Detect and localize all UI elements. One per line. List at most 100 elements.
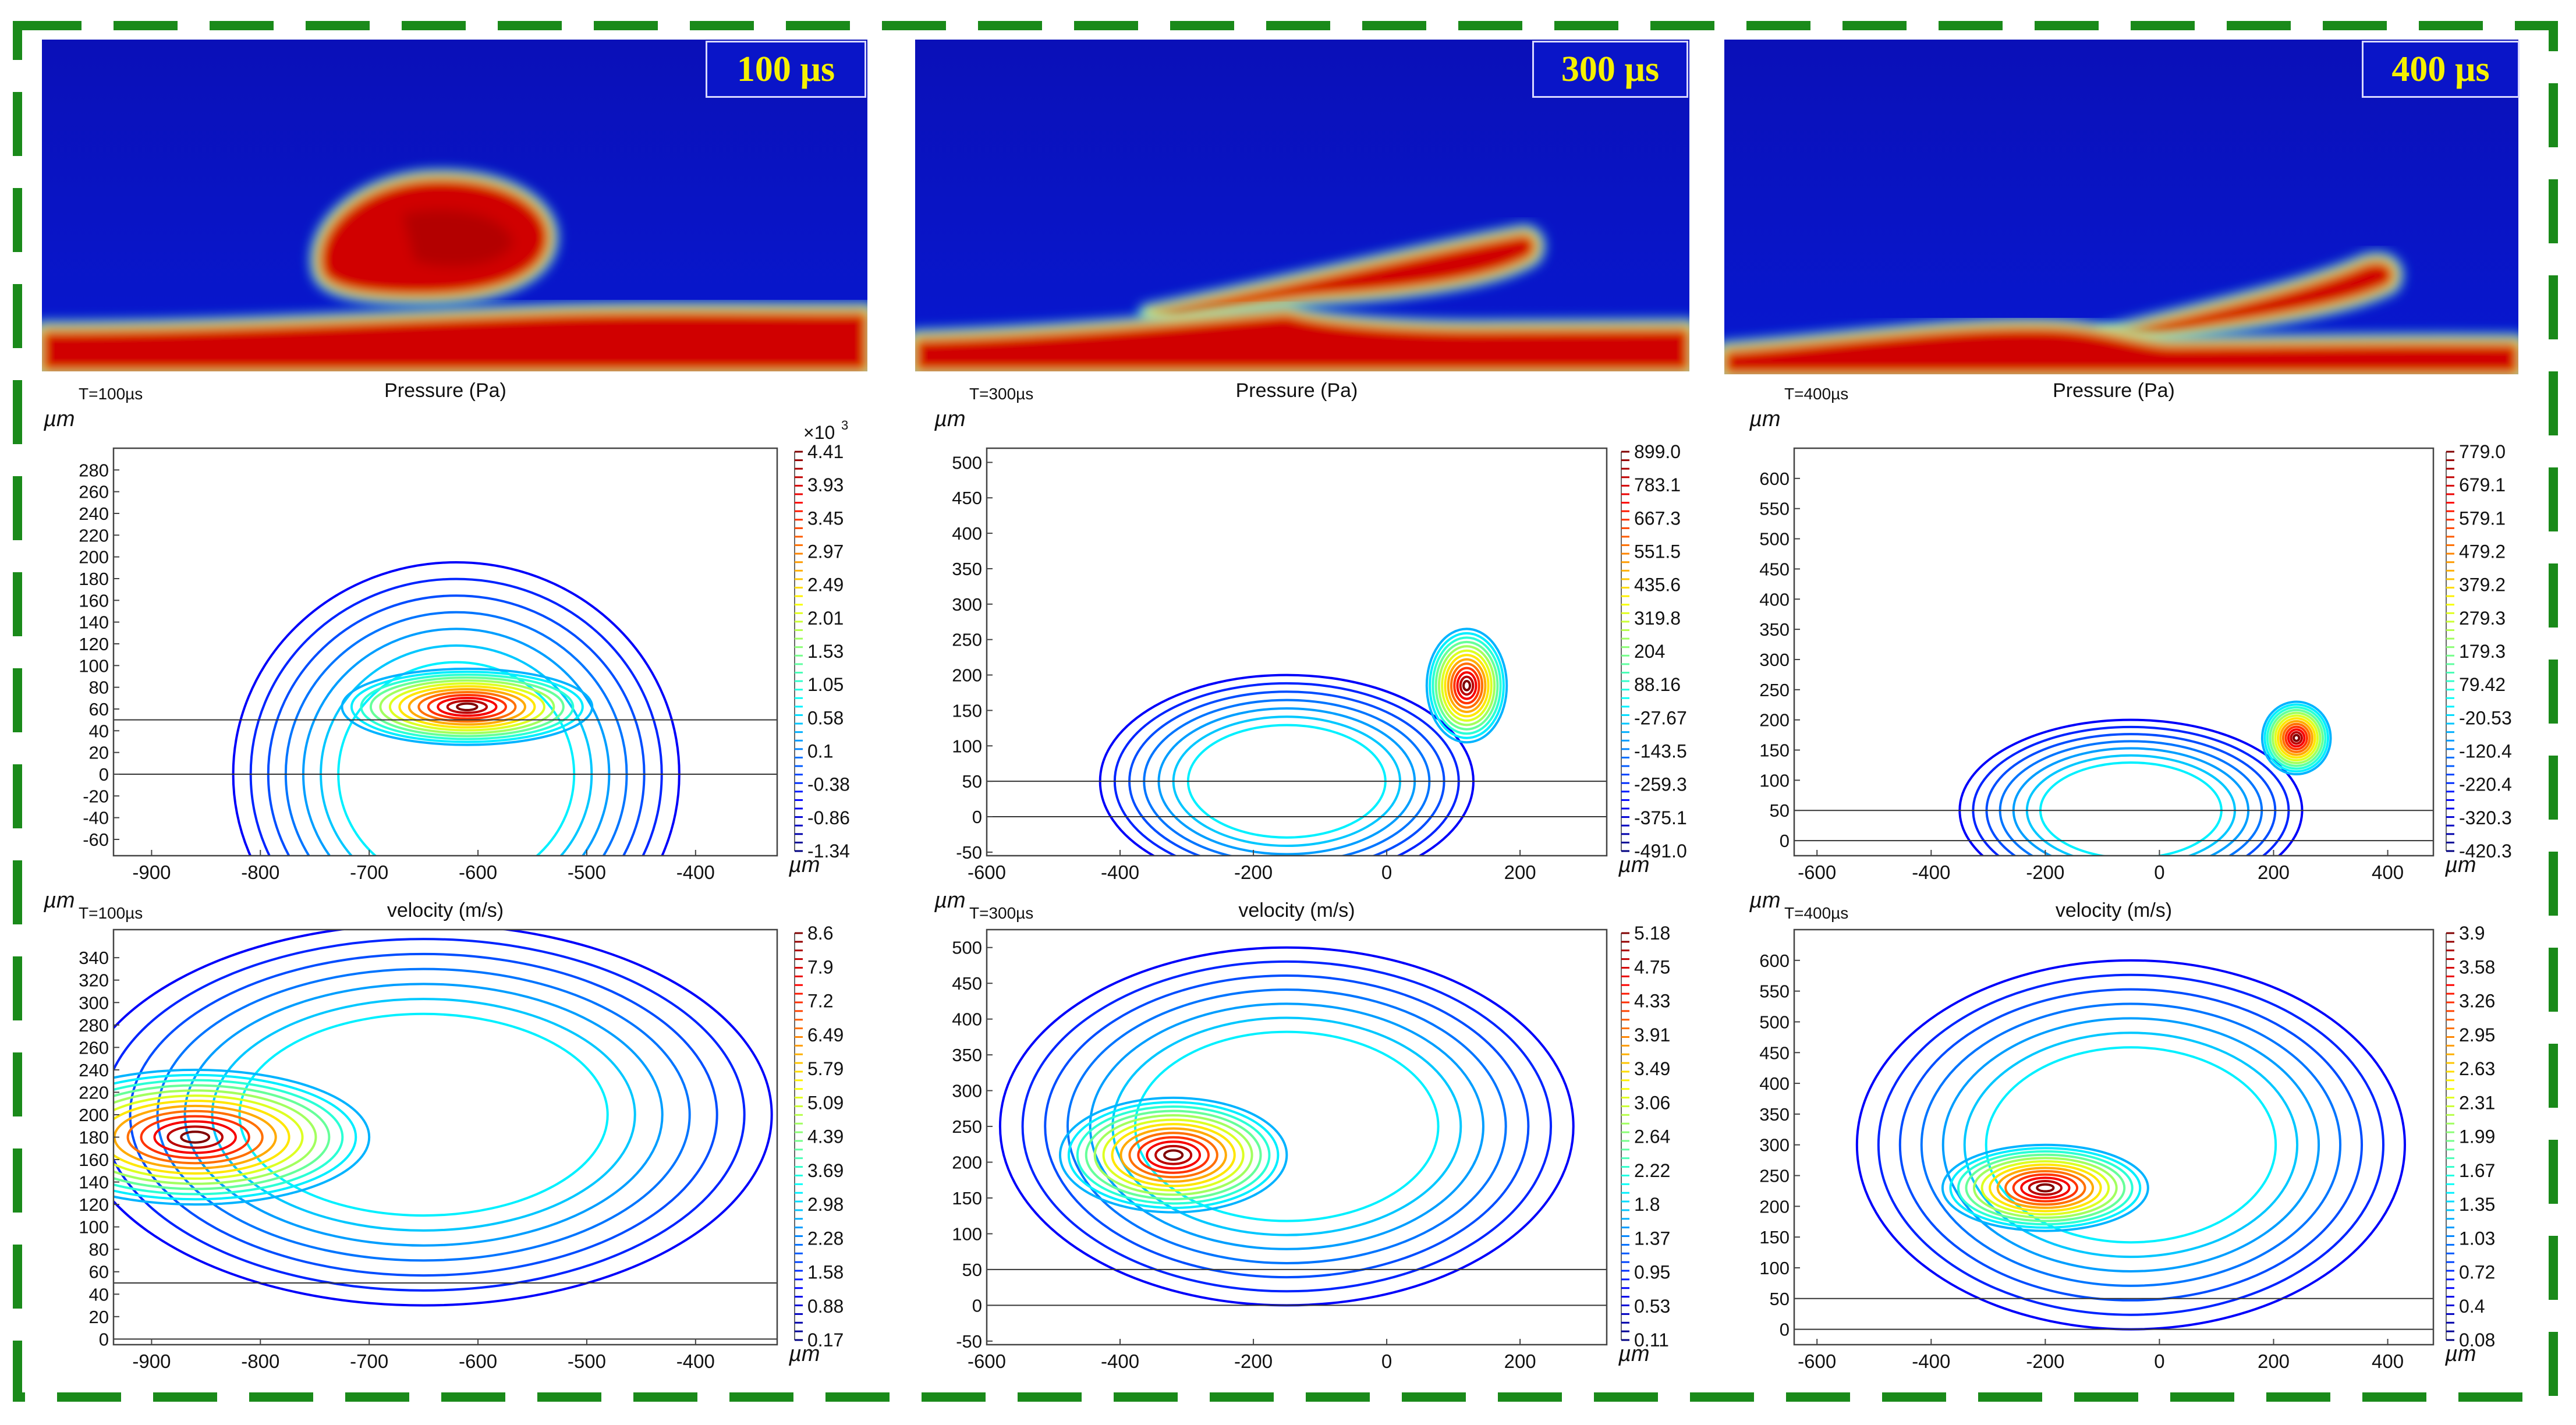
contour-core: [417, 691, 517, 723]
colorbar-label: 779.0: [2459, 441, 2506, 462]
contour-outer: [211, 998, 636, 1232]
phase-field-snapshot-1: [33, 40, 877, 381]
contour-outer: [1111, 1016, 1462, 1236]
contour-core: [1137, 1136, 1210, 1174]
contour-core: [114, 1079, 344, 1196]
y-tick-label: 250: [1759, 1166, 1790, 1186]
x-tick-label: -800: [241, 1350, 279, 1372]
colorbar-label: 1.35: [2459, 1194, 2495, 1215]
colorbar-label: -20.53: [2459, 707, 2512, 728]
y-tick-label: 50: [1770, 1289, 1790, 1309]
y-unit-label: µm: [43, 407, 75, 431]
colorbar-label: -0.86: [807, 807, 850, 828]
y-tick-label: 600: [1759, 951, 1790, 971]
contour-core: [2279, 719, 2313, 756]
x-tick-label: -400: [676, 1350, 715, 1372]
y-tick-label: 180: [79, 569, 109, 589]
y-tick-label: 100: [79, 655, 109, 676]
y-tick-label: 40: [89, 721, 109, 741]
y-tick-label: 100: [952, 736, 982, 756]
colorbar-label: 3.91: [1634, 1025, 1670, 1045]
y-tick-label: 200: [1759, 710, 1790, 731]
contour-core: [1434, 640, 1499, 731]
y-tick-label: 300: [952, 1081, 982, 1101]
contour-core: [1980, 1160, 2110, 1216]
colorbar-label: 79.42: [2459, 674, 2506, 695]
contour-core: [2271, 711, 2322, 764]
contour-core: [1119, 1127, 1227, 1183]
colorbar-label: 2.98: [807, 1194, 844, 1215]
plot-frame: [1793, 447, 2435, 857]
colorbar-label: 0.17: [807, 1330, 844, 1350]
y-tick-label: 140: [79, 1172, 109, 1193]
contour-outer: [1021, 960, 1553, 1293]
x-unit-label: µm: [788, 1342, 820, 1366]
colorbar-label: 679.1: [2459, 474, 2506, 495]
contour-core: [1447, 658, 1487, 713]
x-tick-label: -200: [1234, 1350, 1273, 1372]
contour-outer: [1963, 1031, 2299, 1259]
plot-frame: [986, 447, 1608, 857]
x-unit-label: µm: [1618, 1342, 1650, 1366]
y-tick-label: 150: [1759, 740, 1790, 761]
y-tick-label: 400: [952, 1009, 982, 1030]
x-tick-label: -400: [1912, 862, 1950, 883]
contour-core: [1429, 632, 1505, 739]
x-unit-label: µm: [1618, 853, 1650, 877]
contour-core: [2269, 708, 2325, 767]
colorbar-label: 0.53: [1634, 1296, 1670, 1317]
time-label: T=300µs: [969, 385, 1033, 403]
x-tick-label: -700: [350, 1350, 388, 1372]
x-tick-label: -700: [350, 862, 388, 883]
colorbar-label: 1.99: [2459, 1126, 2495, 1147]
y-unit-label: µm: [1749, 888, 1781, 913]
contour-core: [369, 676, 565, 738]
x-tick-label: 200: [1504, 1350, 1536, 1372]
colorbar-label: 2.95: [2459, 1025, 2495, 1045]
y-tick-label: 160: [79, 590, 109, 611]
y-tick-label: 300: [1759, 650, 1790, 670]
colorbar-label: -375.1: [1634, 807, 1687, 828]
colorbar-label: 3.93: [807, 474, 844, 495]
colorbar-label: -259.3: [1634, 774, 1687, 795]
y-unit-label: µm: [934, 407, 966, 431]
contour-core: [456, 702, 479, 711]
y-tick-label: 150: [952, 700, 982, 721]
y-tick-label: 50: [1770, 800, 1790, 821]
x-tick-label: 0: [2154, 1350, 2164, 1372]
contour-outer: [238, 1012, 609, 1217]
y-tick-label: 150: [1759, 1227, 1790, 1247]
y-tick-label: 150: [952, 1188, 982, 1208]
y-tick-label: 140: [79, 612, 109, 633]
colorbar-label: 2.22: [1634, 1160, 1670, 1181]
contour-lines: [114, 930, 773, 1307]
y-tick-label: 180: [79, 1128, 109, 1148]
colorbar-label: -143.5: [1634, 741, 1687, 762]
y-tick-label: 350: [1759, 619, 1790, 640]
y-tick-label: 250: [952, 1116, 982, 1137]
y-tick-label: 300: [952, 594, 982, 615]
contour-core: [2260, 700, 2332, 776]
colorbar-label: 551.5: [1634, 541, 1681, 562]
y-tick-label: 300: [79, 992, 109, 1013]
colorbar-label: 2.28: [807, 1228, 844, 1249]
contour-core: [2263, 703, 2330, 773]
contour-outer: [1898, 988, 2364, 1302]
plot-frame: [112, 447, 778, 857]
elongated-droplet: [1139, 225, 1545, 328]
y-tick-label: 100: [1759, 1258, 1790, 1278]
x-tick-label: 0: [2154, 862, 2164, 883]
contour-core: [2004, 1170, 2086, 1206]
x-tick-label: -500: [568, 862, 606, 883]
plot-title: Pressure (Pa): [384, 380, 506, 402]
x-tick-label: 0: [1381, 1350, 1392, 1372]
y-tick-label: 550: [1759, 981, 1790, 1002]
x-tick-label: -600: [1798, 1350, 1836, 1372]
y-tick-label: 260: [79, 482, 109, 502]
x-unit-label: µm: [788, 853, 820, 877]
x-tick-label: -800: [241, 862, 279, 883]
colorbar-label: 1.8: [1634, 1194, 1660, 1215]
